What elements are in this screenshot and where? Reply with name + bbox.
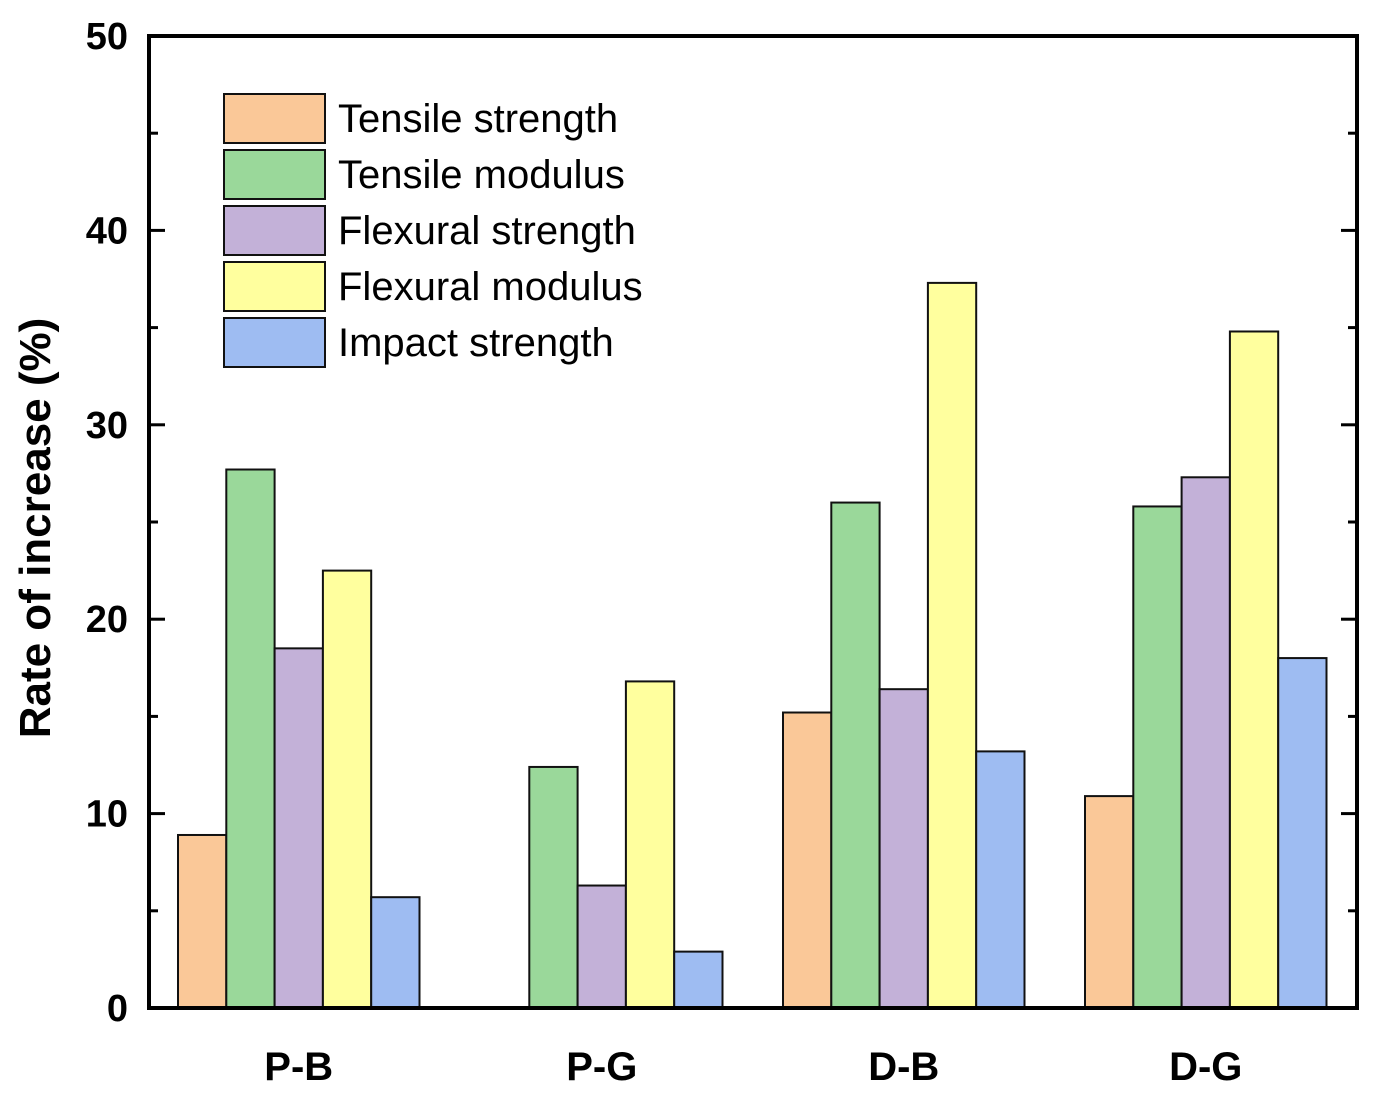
y-tick-label: 50 — [86, 16, 128, 58]
y-tick-label: 0 — [107, 988, 128, 1030]
bars-group — [177, 281, 1328, 1010]
bar-flexural-strength-p-b — [273, 647, 324, 1009]
legend-label: Tensile strength — [338, 97, 618, 141]
bar-flexural-strength-d-g — [1180, 476, 1231, 1009]
bar-tensile-modulus-p-b — [225, 468, 276, 1009]
bar-impact-strength-d-b — [975, 750, 1026, 1010]
y-tick-labels: 0 10 20 30 40 50 — [86, 16, 128, 1030]
legend-swatch — [223, 93, 326, 144]
bar-flexural-modulus-p-g — [624, 680, 676, 1010]
legend-swatch — [223, 205, 326, 256]
bar-flexural-modulus-p-b — [321, 569, 373, 1009]
legend-label: Flexural strength — [338, 209, 636, 253]
bar-flexural-strength-d-b — [878, 688, 929, 1010]
legend-swatch — [223, 317, 326, 368]
x-category-label: D-B — [868, 1045, 939, 1089]
bar-impact-strength-d-g — [1277, 657, 1328, 1010]
legend: Tensile strength Tensile modulus Flexural … — [223, 93, 643, 368]
y-tick-label: 10 — [86, 794, 128, 836]
x-category-label: P-G — [566, 1045, 637, 1089]
tick-marks — [149, 34, 1357, 1010]
bar-tensile-strength-d-g — [1084, 795, 1135, 1009]
bar-impact-strength-p-g — [673, 950, 724, 1010]
legend-swatch — [223, 261, 326, 312]
legend-label: Flexural modulus — [338, 265, 643, 309]
x-category-label: D-G — [1169, 1045, 1242, 1089]
bar-tensile-modulus-d-b — [830, 501, 881, 1009]
legend-label: Tensile modulus — [338, 153, 625, 197]
y-tick-label: 30 — [86, 405, 128, 447]
bar-flexural-strength-p-g — [576, 884, 627, 1010]
legend-label: Impact strength — [338, 321, 614, 365]
y-tick-label: 40 — [86, 210, 128, 252]
bar-flexural-modulus-d-g — [1228, 330, 1280, 1010]
bar-flexural-modulus-d-b — [926, 281, 978, 1009]
bar-impact-strength-p-b — [370, 896, 421, 1010]
bar-tensile-modulus-p-g — [528, 765, 579, 1009]
bar-tensile-modulus-d-g — [1132, 505, 1183, 1009]
x-category-label: P-B — [264, 1045, 333, 1089]
bar-tensile-strength-d-b — [782, 711, 833, 1010]
legend-swatch — [223, 149, 326, 200]
y-tick-label: 20 — [86, 599, 128, 641]
bar-tensile-strength-p-b — [177, 833, 228, 1010]
y-axis-title: Rate of increase (%) — [11, 318, 60, 739]
x-category-labels: P-B P-G D-B D-G — [264, 1045, 1242, 1089]
